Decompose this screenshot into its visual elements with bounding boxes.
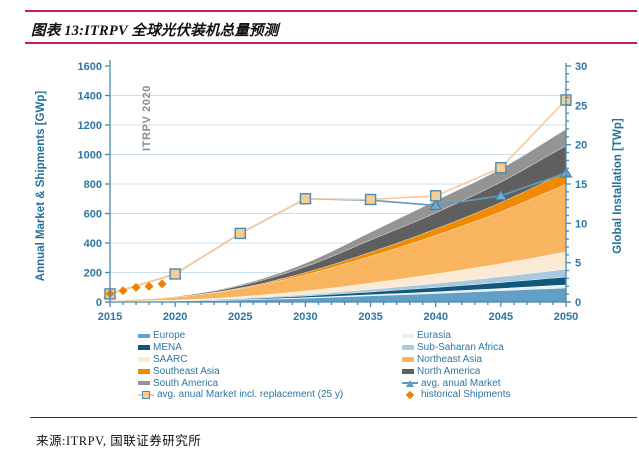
x-axis-tick-label: 2045 bbox=[489, 311, 513, 323]
area-europe bbox=[110, 287, 566, 302]
left-axis-tick-label: 1000 bbox=[78, 150, 102, 162]
legend-area-swatch bbox=[138, 369, 150, 374]
triangle-marker bbox=[429, 199, 443, 210]
line-square-icon bbox=[138, 390, 154, 399]
square-marker-icon bbox=[142, 390, 150, 399]
diamond-marker bbox=[131, 282, 141, 292]
x-axis-tick-label: 2030 bbox=[293, 311, 317, 323]
x-axis-tick-label: 2020 bbox=[163, 311, 187, 323]
left-axis-tick-label: 1600 bbox=[78, 61, 102, 73]
square-marker bbox=[430, 190, 442, 202]
x-axis-tick-label: 2025 bbox=[228, 311, 252, 323]
legend-item-avg-anual-market: avg. anual Market bbox=[402, 377, 510, 389]
points-historical-shipments bbox=[105, 279, 167, 299]
title-rule-top bbox=[25, 10, 637, 12]
legend-area-swatch bbox=[402, 369, 414, 374]
legend-area-swatch bbox=[402, 345, 414, 350]
legend-label: Northeast Asia bbox=[417, 353, 483, 365]
right-axis-tick-label: 5 bbox=[575, 258, 581, 270]
legend-label: avg. anual Market incl. replacement (25 … bbox=[157, 389, 344, 401]
right-axis-tick-label: 15 bbox=[575, 179, 587, 191]
right-axis-tick-label: 30 bbox=[575, 61, 587, 73]
area-northeast-asia bbox=[110, 184, 566, 301]
legend-item-northeast-asia: Northeast Asia bbox=[402, 354, 510, 366]
square-marker bbox=[495, 162, 507, 174]
left-axis-tick-label: 1200 bbox=[78, 120, 102, 132]
axes bbox=[105, 60, 571, 307]
legend-label: Sub-Saharan Africa bbox=[417, 342, 504, 354]
x-axis-tick-label: 2050 bbox=[554, 311, 578, 323]
legend-label: MENA bbox=[153, 342, 182, 354]
left-axis-tick-label: 1400 bbox=[78, 91, 102, 103]
area-mena bbox=[110, 276, 566, 302]
x-axis-tick-label: 2015 bbox=[98, 311, 122, 323]
x-axis-tick-label: 2035 bbox=[358, 311, 382, 323]
square-marker bbox=[169, 268, 181, 280]
right-axis-tick-label: 0 bbox=[575, 297, 581, 309]
legend-item-europe: Europe bbox=[138, 330, 343, 342]
legend-area-swatch bbox=[402, 333, 414, 339]
source-rule bbox=[30, 417, 637, 418]
square-marker bbox=[364, 193, 377, 206]
legend-column-2: Eurasia Sub-Saharan Africa Northeast Asia N… bbox=[402, 330, 510, 401]
title-rule-bottom bbox=[25, 42, 637, 44]
legend-item-sub-saharan-africa: Sub-Saharan Africa bbox=[402, 342, 510, 354]
legend-label: historical Shipments bbox=[421, 389, 511, 401]
watermark-text: ITRPV 2020 bbox=[141, 85, 153, 151]
left-axis-tick-label: 0 bbox=[96, 297, 102, 309]
diamond-marker bbox=[157, 279, 167, 289]
left-axis-tick-label: 600 bbox=[84, 209, 102, 221]
legend-area-swatch bbox=[138, 345, 150, 350]
square-marker bbox=[234, 227, 246, 240]
legend-area-swatch bbox=[138, 357, 150, 362]
legend-item-saarc: SAARC bbox=[138, 354, 343, 366]
figure-title: 图表 13:ITRPV 全球光伏装机总量预测 bbox=[31, 23, 279, 39]
triangle-marker bbox=[494, 189, 508, 201]
left-axis-tick-label: 400 bbox=[84, 238, 102, 250]
legend-label: South America bbox=[153, 377, 219, 389]
x-axis-tick-label: 2040 bbox=[423, 311, 447, 323]
legend-item-historical-shipments: historical Shipments bbox=[402, 389, 510, 401]
legend-area-swatch bbox=[138, 380, 150, 386]
legend-label: SAARC bbox=[153, 353, 188, 365]
right-axis-tick-label: 10 bbox=[575, 218, 587, 230]
series-line bbox=[109, 99, 567, 295]
line-triangle-icon bbox=[402, 379, 418, 388]
legend-item-north-america: North America bbox=[402, 365, 510, 377]
area-top-edge-south-america bbox=[109, 128, 567, 301]
legend-item-eurasia: Eurasia bbox=[402, 330, 510, 342]
right-axis-tick-label: 20 bbox=[575, 140, 587, 152]
legend-label: Europe bbox=[153, 330, 186, 342]
legend-column-1: Europe MENA SAARC Southeast Asia South Ameri… bbox=[138, 330, 343, 401]
source-line: 来源:ITRPV, 国联证券研究所 bbox=[36, 434, 202, 448]
legend-item-south-america: South America bbox=[138, 377, 343, 389]
area-saarc bbox=[110, 251, 566, 301]
left-axis-tick-label: 200 bbox=[84, 268, 102, 280]
legend-item-mena: MENA bbox=[138, 342, 343, 354]
right-axis-title: Global Installation [TWp] bbox=[612, 118, 624, 254]
legend-area-swatch bbox=[138, 333, 150, 339]
line-avg-anual-market-incl-replacement-25-y bbox=[104, 94, 572, 300]
legend-label: North America bbox=[417, 365, 481, 377]
stacked-areas bbox=[109, 128, 567, 302]
legend-item-southeast-asia: Southeast Asia bbox=[138, 365, 343, 377]
square-marker bbox=[299, 193, 312, 205]
left-axis-tick-label: 800 bbox=[84, 179, 102, 191]
right-axis-tick-label: 25 bbox=[575, 100, 587, 112]
legend-label: Southeast Asia bbox=[153, 365, 220, 377]
legend-item-avg-anual-market-incl-replacement-25-y: avg. anual Market incl. replacement (25 … bbox=[138, 389, 343, 401]
legend-label: avg. anual Market bbox=[421, 377, 501, 389]
diamond-marker bbox=[118, 286, 128, 296]
left-axis-title: Annual Market & Shipments [GWp] bbox=[35, 91, 47, 282]
diamond-marker bbox=[144, 281, 154, 291]
diamond-icon bbox=[405, 390, 415, 400]
triangle-marker-icon bbox=[406, 379, 414, 387]
legend-area-swatch bbox=[402, 357, 414, 362]
legend-label: Eurasia bbox=[417, 330, 451, 342]
